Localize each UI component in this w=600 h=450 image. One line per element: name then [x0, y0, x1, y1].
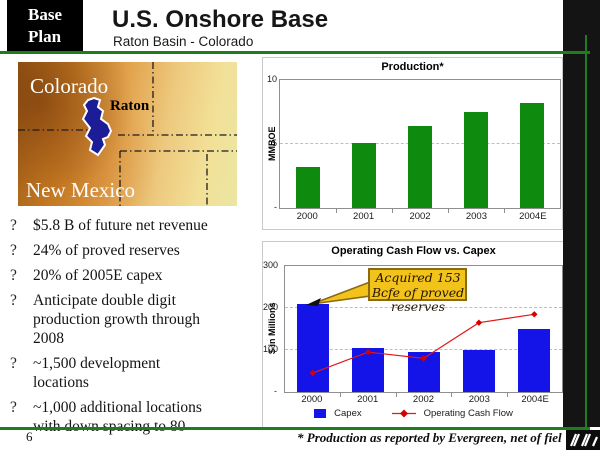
cashflow-legend-label: Operating Cash Flow: [423, 408, 513, 419]
bar-2004E: [518, 329, 551, 392]
x-tick: [395, 393, 397, 397]
cashflow-y-ticks: - 100 200 300: [263, 260, 279, 396]
x-label-2001: 2001: [357, 394, 379, 405]
y-tick-label: 100: [263, 344, 279, 354]
bullet-marker: ?: [10, 292, 17, 309]
bullet-item-5: ? ~1,000 additional locationswith down sp…: [6, 398, 258, 436]
raton-basin-shape: [81, 96, 113, 157]
x-label-2000: 2000: [301, 394, 323, 405]
page-number: 6: [26, 429, 33, 444]
bar-2000: [296, 303, 329, 392]
map-borders-and-basin: [18, 62, 237, 206]
bar-2003: [462, 350, 495, 392]
x-label-2003: 2003: [465, 211, 487, 222]
capex-legend-label: Capex: [334, 408, 362, 419]
y-tick-label: -: [274, 202, 277, 212]
cashflow-legend-marker: [391, 409, 416, 418]
grid-line: [285, 349, 562, 351]
x-tick: [336, 209, 337, 213]
production-chart: Production* MMBOE -5 10 2000 2001 2002 2003 2…: [262, 57, 563, 230]
bullet-marker: ?: [10, 399, 17, 416]
bar-2000: [296, 167, 320, 208]
x-label-2004E: 2004E: [519, 211, 547, 222]
y-tick-label: 5: [271, 138, 277, 148]
bar-2003: [464, 112, 488, 208]
top-divider-line: [0, 51, 590, 54]
bar-2002: [408, 126, 432, 208]
x-label-2002: 2002: [409, 211, 431, 222]
bullet-text: 20% of 2005E capex: [33, 267, 163, 284]
production-x-labels: 2000 2001 2002 2003 2004E: [279, 211, 561, 222]
right-black-strip: [563, 0, 600, 427]
raton-label: Raton: [110, 98, 150, 114]
company-logo: [566, 430, 600, 450]
bullet-text: 24% of proved reserves: [33, 242, 180, 259]
bar-2001: [352, 142, 376, 208]
x-tick: [392, 209, 393, 213]
bullet-text: ~1,500 development locations: [33, 355, 161, 391]
production-plot-area: [279, 79, 561, 213]
bullet-item-3: ? Anticipate double digit production growt…: [6, 291, 258, 348]
bar-2004E: [520, 103, 544, 208]
chart-legend: Capex Operating Cash Flow: [263, 408, 564, 419]
bullet-text: ~1,000 additional locationswith down spa…: [33, 399, 202, 435]
production-y-ticks: - 5 10: [263, 74, 277, 212]
x-tick: [504, 209, 505, 213]
grid-line: [285, 307, 562, 308]
x-label-2000: 2000: [296, 211, 318, 222]
bullet-item-1: ? 24% of proved reserves: [6, 241, 258, 260]
y-tick-label: -: [274, 386, 277, 396]
cashflow-chart-title: Operating Cash Flow vs. Capex: [331, 245, 496, 257]
y-tick-label: 10: [266, 74, 277, 84]
callout-box: [368, 268, 467, 301]
bullet-marker: ?: [10, 355, 17, 372]
bullet-text: $5.8 B of future net revenue: [33, 217, 208, 234]
raton-basin-map: Colorado New Mexico Raton: [18, 62, 237, 206]
footnote: * Production as reported by Evergreen, n…: [297, 430, 562, 445]
x-label-2003: 2003: [468, 394, 490, 405]
bullet-marker: ?: [10, 242, 17, 259]
bullet-marker: ?: [10, 267, 17, 284]
y-tick-label: 300: [263, 260, 279, 270]
base-plan-line1: Base: [28, 5, 62, 24]
x-label-2004E: 2004E: [521, 394, 549, 405]
bullet-text: Anticipate double digit production growth…: [33, 292, 201, 347]
bottom-divider-line: [0, 427, 590, 430]
x-tick: [506, 393, 508, 397]
line-series: [309, 311, 538, 377]
capex-legend-swatch: [314, 409, 327, 418]
bullet-item-2: ? 20% of 2005E capex: [6, 266, 258, 285]
right-green-line: [585, 35, 587, 427]
x-tick: [448, 209, 449, 213]
x-label-2001: 2001: [353, 211, 375, 222]
x-label-2002: 2002: [412, 394, 435, 405]
bullet-item-4: ? ~1,500 development locations: [6, 354, 258, 392]
x-tick: [451, 393, 453, 397]
bullet-list: ? $5.8 B of future net revenue? 24% of pro…: [6, 216, 258, 442]
slide-subtitle: Raton Basin - Colorado: [113, 34, 254, 49]
base-plan-tag: Base Plan: [7, 0, 83, 51]
x-tick: [340, 393, 342, 397]
production-chart-title: Production*: [381, 61, 444, 73]
new-mexico-label: New Mexico: [26, 178, 136, 202]
bullet-marker: ?: [10, 217, 17, 234]
bullet-item-0: ? $5.8 B of future net revenue: [6, 216, 258, 235]
y-tick-label: 200: [263, 301, 279, 312]
cashflow-x-labels: 2000 2001 2002 2003 2004E: [284, 394, 563, 405]
colorado-label: Colorado: [30, 74, 109, 98]
company-logo-glyph: [569, 433, 599, 447]
callout-text: Acquired 153 Bcfe of proved reserves: [371, 270, 465, 314]
slide-title: U.S. Onshore Base: [112, 6, 329, 33]
base-plan-line2: Plan: [28, 27, 62, 46]
